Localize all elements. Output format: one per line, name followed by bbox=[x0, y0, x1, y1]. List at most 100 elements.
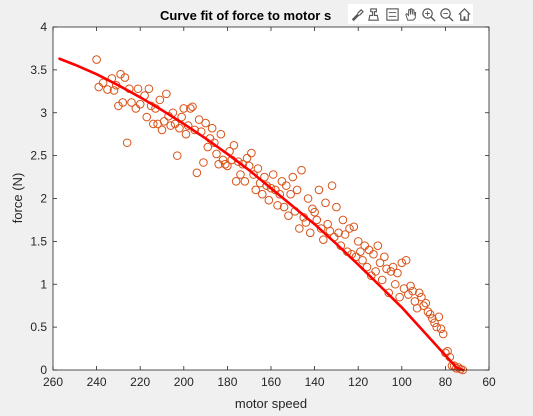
scatter-point bbox=[236, 170, 245, 179]
pan-icon[interactable] bbox=[402, 5, 419, 23]
scatter-point bbox=[231, 177, 241, 186]
scatter-point bbox=[177, 112, 186, 122]
scatter-point bbox=[380, 252, 389, 262]
scatter-point bbox=[142, 112, 152, 122]
scatter-point bbox=[247, 148, 256, 158]
scatter-point bbox=[434, 312, 444, 322]
scatter-point bbox=[305, 228, 315, 238]
scatter-point bbox=[273, 201, 282, 210]
scatter-point bbox=[419, 301, 428, 310]
x-axis-label: motor speed bbox=[235, 396, 307, 411]
scatter-point bbox=[362, 262, 372, 272]
scatter-point bbox=[338, 215, 348, 225]
scatter-point bbox=[384, 288, 394, 298]
scatter-point bbox=[386, 267, 396, 276]
scatter-point bbox=[375, 258, 385, 268]
x-tick-label: 60 bbox=[482, 375, 496, 389]
scatter-point bbox=[188, 102, 197, 112]
x-tick-label: 120 bbox=[348, 375, 368, 389]
scatter-point bbox=[310, 207, 319, 217]
scatter-point bbox=[334, 228, 343, 238]
scatter-point bbox=[449, 361, 459, 371]
scatter-point bbox=[292, 185, 302, 195]
scatter-point bbox=[325, 226, 335, 236]
scatter-point bbox=[175, 123, 184, 133]
zoom-in-icon[interactable] bbox=[420, 5, 437, 23]
scatter-point bbox=[118, 98, 128, 107]
scatter-point bbox=[229, 141, 239, 150]
scatter-point bbox=[301, 218, 311, 227]
y-tick-label: 2 bbox=[40, 192, 47, 206]
scatter-point bbox=[340, 230, 350, 239]
scatter-point bbox=[181, 129, 191, 139]
scatter-point bbox=[133, 84, 143, 94]
scatter-point bbox=[321, 198, 330, 208]
x-tick-label: 180 bbox=[217, 375, 237, 389]
scatter-point bbox=[120, 73, 130, 82]
scatter-point bbox=[159, 117, 169, 126]
scatter-point bbox=[312, 215, 322, 225]
scatter-point bbox=[349, 222, 359, 232]
scatter-point bbox=[257, 189, 267, 199]
scatter-point bbox=[214, 159, 223, 169]
scatter-point bbox=[127, 98, 136, 107]
scatter-point bbox=[192, 168, 202, 178]
legend-icon[interactable] bbox=[384, 5, 401, 23]
brush-icon[interactable] bbox=[348, 5, 365, 23]
scatter-point bbox=[212, 149, 221, 159]
scatter-point bbox=[266, 183, 276, 193]
scatter-point bbox=[148, 119, 158, 129]
scatter-point bbox=[94, 82, 104, 92]
x-tick-label: 140 bbox=[305, 375, 325, 389]
scatter-point bbox=[194, 115, 204, 124]
scatter-point bbox=[432, 322, 441, 332]
scatter-point bbox=[366, 271, 376, 280]
scatter-point bbox=[295, 224, 304, 233]
scatter-point bbox=[382, 264, 391, 274]
y-tick-label: 2.5 bbox=[30, 149, 47, 163]
scatter-point bbox=[297, 165, 306, 175]
scatter-point bbox=[109, 86, 119, 95]
x-tick-label: 200 bbox=[174, 375, 194, 389]
scatter-point bbox=[436, 324, 446, 334]
scatter-point bbox=[358, 255, 367, 265]
fit-curve-line bbox=[58, 57, 465, 372]
scatter-point bbox=[423, 307, 433, 316]
scatter-point bbox=[316, 224, 326, 233]
scatter-point bbox=[131, 104, 141, 113]
scatter-point bbox=[288, 172, 298, 182]
y-tick-label: 3.5 bbox=[30, 63, 47, 77]
axes: 260 240 220 200 180 160 140 120 100 80 60 0 0.5 1 1.5 2… bbox=[30, 20, 496, 389]
scatter-point bbox=[260, 172, 269, 182]
scatter-point bbox=[220, 159, 230, 169]
scatter-point bbox=[144, 84, 154, 94]
scatter-point bbox=[353, 237, 363, 246]
scatter-point bbox=[414, 288, 424, 298]
scatter-point bbox=[303, 194, 313, 203]
home-icon[interactable] bbox=[456, 5, 473, 23]
scatter-point bbox=[103, 85, 112, 94]
scatter-point bbox=[395, 292, 404, 302]
y-tick-label: 0 bbox=[40, 363, 47, 377]
scatter-point bbox=[360, 241, 370, 250]
scatter-point bbox=[314, 185, 324, 195]
x-tick-label: 260 bbox=[43, 375, 63, 389]
scatter-point bbox=[218, 155, 228, 165]
scatter-point bbox=[253, 164, 263, 173]
scatter-point bbox=[356, 247, 365, 256]
scatter-point bbox=[122, 138, 132, 148]
y-axis-label: force (N) bbox=[10, 173, 25, 224]
scatter-point bbox=[92, 55, 101, 64]
scatter-point bbox=[170, 119, 180, 129]
scatter-point bbox=[277, 177, 287, 186]
x-tick-label: 80 bbox=[439, 375, 453, 389]
scatter-point bbox=[364, 245, 374, 255]
scatter-point bbox=[421, 298, 431, 308]
scatter-point bbox=[417, 292, 426, 302]
y-tick-label: 4 bbox=[40, 20, 47, 34]
scatter-point bbox=[157, 125, 167, 135]
zoom-out-icon[interactable] bbox=[438, 5, 455, 23]
data-tips-icon[interactable] bbox=[366, 5, 383, 23]
scatter-point bbox=[216, 129, 226, 139]
